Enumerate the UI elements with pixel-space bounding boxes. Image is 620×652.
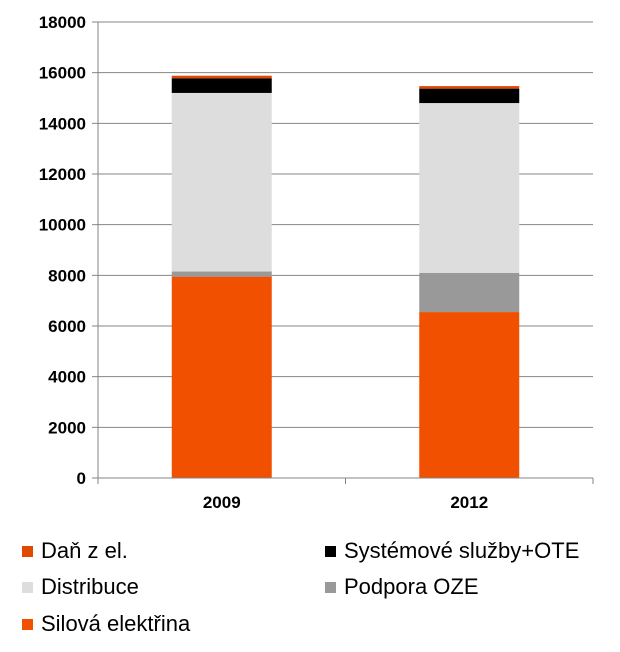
bars xyxy=(171,75,520,478)
legend-item-systemove: Systémové služby+OTE xyxy=(325,538,579,564)
y-tick-label-14000: 14000 xyxy=(39,114,86,133)
y-tick-label-10000: 10000 xyxy=(39,216,86,235)
legend-item-dan: Daň z el. xyxy=(22,538,128,564)
legend-item-distribuce: Distribuce xyxy=(22,574,139,600)
y-tick-label-4000: 4000 xyxy=(48,368,86,387)
bar-2009-syst-mov-slu-by-ote xyxy=(171,78,272,93)
y-tick-labels: 0 2000 4000 6000 8000 10000 12000 14000 16000 180… xyxy=(39,13,86,488)
bar-2009-distribuce xyxy=(171,92,272,272)
y-tick-label-2000: 2000 xyxy=(48,418,86,437)
x-tick-labels: 2009 2012 xyxy=(203,493,488,512)
legend-swatch-silova xyxy=(22,618,33,630)
legend: Daň z el. Systémové služby+OTE Distribuc… xyxy=(0,530,620,652)
legend-label-systemove: Systémové služby+OTE xyxy=(344,538,580,563)
y-tick-label-18000: 18000 xyxy=(39,13,86,32)
bar-2012-distribuce xyxy=(419,103,520,273)
bar-2009-da-z-el- xyxy=(171,75,272,79)
bar-2009-podpora-oze xyxy=(171,271,272,277)
legend-label-silova: Silová elektřina xyxy=(41,611,191,636)
x-tick-label-2009: 2009 xyxy=(203,493,241,512)
bar-2009-silov-elekt-ina xyxy=(171,276,272,478)
y-tick-label-8000: 8000 xyxy=(48,266,86,285)
legend-swatch-dan xyxy=(22,545,33,557)
legend-swatch-distribuce xyxy=(22,581,33,593)
y-tick-label-6000: 6000 xyxy=(48,317,86,336)
legend-item-silova: Silová elektřina xyxy=(22,611,190,637)
y-tick-label-12000: 12000 xyxy=(39,165,86,184)
x-tick-label-2012: 2012 xyxy=(450,493,488,512)
y-tick-label-16000: 16000 xyxy=(39,64,86,83)
legend-swatch-systemove xyxy=(325,545,336,557)
bar-2012-podpora-oze xyxy=(419,272,520,313)
legend-label-podpora: Podpora OZE xyxy=(344,574,479,599)
axes xyxy=(92,21,594,484)
bar-2012-syst-mov-slu-by-ote xyxy=(419,88,520,104)
legend-item-podpora: Podpora OZE xyxy=(325,574,479,600)
bar-2012-silov-elekt-ina xyxy=(419,312,520,478)
legend-label-dan: Daň z el. xyxy=(41,538,128,563)
bar-2012-da-z-el- xyxy=(419,86,520,89)
stacked-bar-chart: 0 2000 4000 6000 8000 10000 12000 14000 16000 180… xyxy=(39,13,594,512)
legend-swatch-podpora xyxy=(325,581,336,593)
legend-label-distribuce: Distribuce xyxy=(41,574,139,599)
y-tick-label-0: 0 xyxy=(77,469,86,488)
